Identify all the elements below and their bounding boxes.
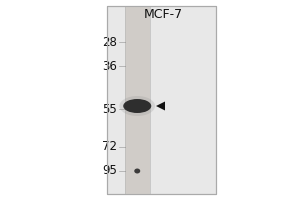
- Text: 72: 72: [102, 140, 117, 154]
- Text: 36: 36: [102, 60, 117, 72]
- Polygon shape: [156, 102, 165, 110]
- Bar: [106, 6, 216, 194]
- Text: 95: 95: [102, 164, 117, 178]
- Text: MCF-7: MCF-7: [144, 8, 183, 21]
- Text: 55: 55: [102, 103, 117, 116]
- Ellipse shape: [119, 96, 155, 116]
- Bar: [124, 6, 150, 194]
- Ellipse shape: [123, 99, 151, 113]
- Ellipse shape: [134, 168, 140, 173]
- Bar: [106, 6, 216, 194]
- Text: 28: 28: [102, 36, 117, 48]
